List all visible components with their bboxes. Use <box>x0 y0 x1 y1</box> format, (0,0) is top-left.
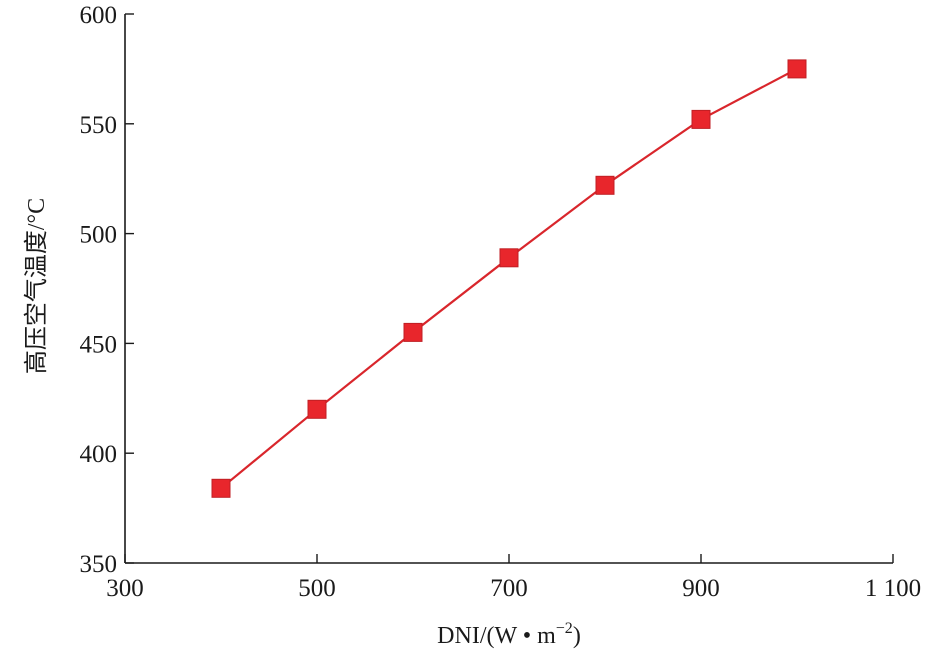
x-ticks: 300 500 700 900 1 100 <box>106 554 921 602</box>
x-tick-label: 700 <box>490 575 528 602</box>
x-axis-label-close: ) <box>573 623 581 649</box>
x-axis-label: DNI/(W • m−2) <box>437 620 581 649</box>
x-axis-label-exponent: −2 <box>556 620 573 637</box>
data-point-marker <box>307 399 327 419</box>
y-axis-label: 高压空气温度/°C <box>23 198 50 374</box>
data-point-marker <box>211 478 231 498</box>
series-line <box>220 67 798 490</box>
x-tick-label: 900 <box>682 575 720 602</box>
x-tick-label: 300 <box>106 575 144 602</box>
y-tick-label: 450 <box>80 331 118 358</box>
data-point-marker <box>595 175 615 195</box>
y-tick-label: 400 <box>80 441 118 468</box>
data-point-marker <box>787 59 807 79</box>
y-tick-label: 600 <box>80 2 118 29</box>
y-ticks: 350 400 450 500 550 600 <box>80 2 134 578</box>
x-tick-label: 1 100 <box>865 575 921 602</box>
x-tick-label: 500 <box>298 575 336 602</box>
y-tick-label: 550 <box>80 112 118 139</box>
data-point-marker <box>499 248 519 268</box>
data-point-marker <box>691 109 711 129</box>
series-layer <box>211 59 807 498</box>
y-tick-label: 500 <box>80 222 118 249</box>
data-point-marker <box>403 322 423 342</box>
axes <box>124 14 893 564</box>
y-tick-label: 350 <box>80 551 118 578</box>
